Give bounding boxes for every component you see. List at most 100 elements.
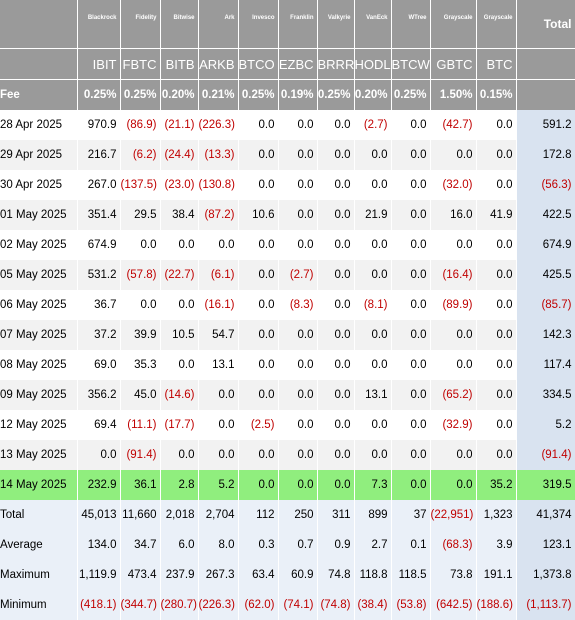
- value-cell: 334.5: [516, 380, 575, 410]
- value-cell: 0.0: [278, 110, 318, 140]
- value-cell: 0.0: [278, 200, 318, 230]
- value-cell: 0.0: [354, 260, 392, 290]
- fee-cell: 0.21%: [198, 79, 239, 110]
- provider-cell: Blackrock: [77, 0, 121, 49]
- value-cell: 45.0: [120, 380, 161, 410]
- summary-value-cell: 45,013: [77, 500, 121, 530]
- value-cell: 0.0: [278, 380, 318, 410]
- summary-value-cell: (68.3): [430, 530, 477, 560]
- value-cell: 0.0: [391, 200, 431, 230]
- value-cell: 0.0: [391, 440, 431, 470]
- summary-value-cell: 191.1: [476, 560, 517, 590]
- value-cell: 0.0: [160, 440, 199, 470]
- table-row: 08 May 2025 69.0 35.3 0.0 13.1 0.0 0.0 0.0 0.0 0.…: [0, 350, 575, 380]
- fee-cell: 0.25%: [238, 79, 279, 110]
- summary-value-cell: 134.0: [77, 530, 121, 560]
- summary-value-cell: 118.5: [391, 560, 431, 590]
- value-cell: (16.1): [198, 290, 239, 320]
- value-cell: (86.9): [120, 110, 161, 140]
- summary-value-cell: 1,323: [476, 500, 517, 530]
- value-cell: (226.3): [198, 110, 239, 140]
- summary-label: Average: [0, 530, 78, 560]
- summary-value-cell: (226.3): [198, 590, 239, 620]
- value-cell: 0.0: [120, 230, 161, 260]
- value-cell: 0.0: [238, 230, 279, 260]
- value-cell: 0.0: [238, 470, 279, 500]
- provider-cell: VanEck: [354, 0, 392, 49]
- summary-value-cell: 11,660: [120, 500, 161, 530]
- summary-value-cell: 2.7: [354, 530, 392, 560]
- date-cell: 29 Apr 2025: [0, 140, 78, 170]
- date-cell: 13 May 2025: [0, 440, 78, 470]
- value-cell: (16.4): [430, 260, 477, 290]
- date-cell: 14 May 2025: [0, 470, 78, 500]
- fee-cell: 0.25%: [77, 79, 121, 110]
- value-cell: 0.0: [317, 110, 355, 140]
- value-cell: 0.0: [278, 470, 318, 500]
- ticker-cell: GBTC: [430, 48, 477, 80]
- summary-value-cell: 3.9: [476, 530, 517, 560]
- summary-value-cell: (642.5): [430, 590, 477, 620]
- table-row: 29 Apr 2025 216.7 (6.2) (24.4) (13.3) 0.0 0.0 0…: [0, 140, 575, 170]
- fee-cell: 0.19%: [278, 79, 318, 110]
- fee-cell: 0.15%: [476, 79, 517, 110]
- summary-value-cell: (188.6): [476, 590, 517, 620]
- summary-value-cell: (62.0): [238, 590, 279, 620]
- value-cell: 0.0: [391, 260, 431, 290]
- value-cell: 5.2: [198, 470, 239, 500]
- date-cell: 28 Apr 2025: [0, 110, 78, 140]
- provider-cell: Ark: [198, 0, 239, 49]
- summary-value-cell: 2,018: [160, 500, 199, 530]
- value-cell: 0.0: [317, 440, 355, 470]
- table-row: 05 May 2025 531.2 (57.8) (22.7) (6.1) 0.0 (2.7…: [0, 260, 575, 290]
- summary-value-cell: 1,373.8: [516, 560, 575, 590]
- ticker-cell: ARKB: [198, 48, 239, 80]
- value-cell: 0.0: [317, 380, 355, 410]
- value-cell: 37.2: [77, 320, 121, 350]
- ticker-cell: BTCW: [391, 48, 431, 80]
- summary-value-cell: 237.9: [160, 560, 199, 590]
- value-cell: 0.0: [317, 290, 355, 320]
- value-cell: 0.0: [430, 470, 477, 500]
- summary-value-cell: (1,113.7): [516, 590, 575, 620]
- table-row: 28 Apr 2025 970.9 (86.9) (21.1) (226.3) 0.0 0.…: [0, 110, 575, 140]
- value-cell: 591.2: [516, 110, 575, 140]
- summary-label: Maximum: [0, 560, 78, 590]
- value-cell: 36.1: [120, 470, 161, 500]
- fee-cell: 0.25%: [391, 79, 431, 110]
- value-cell: (85.7): [516, 290, 575, 320]
- table-row: 14 May 2025 232.9 36.1 2.8 5.2 0.0 0.0 0.0 7.3 0.…: [0, 470, 575, 500]
- provider-cell: [0, 0, 78, 49]
- value-cell: 41.9: [476, 200, 517, 230]
- value-cell: 0.0: [317, 410, 355, 440]
- value-cell: (6.1): [198, 260, 239, 290]
- summary-value-cell: 250: [278, 500, 318, 530]
- value-cell: 13.1: [198, 350, 239, 380]
- provider-cell: Fidelity: [120, 0, 161, 49]
- value-cell: 0.0: [198, 230, 239, 260]
- value-cell: 0.0: [317, 200, 355, 230]
- value-cell: (6.2): [120, 140, 161, 170]
- value-cell: 422.5: [516, 200, 575, 230]
- value-cell: 0.0: [160, 290, 199, 320]
- date-cell: 30 Apr 2025: [0, 170, 78, 200]
- summary-value-cell: 0.9: [317, 530, 355, 560]
- value-cell: 172.8: [516, 140, 575, 170]
- value-cell: 16.0: [430, 200, 477, 230]
- summary-value-cell: (74.8): [317, 590, 355, 620]
- value-cell: (8.1): [354, 290, 392, 320]
- value-cell: (32.0): [430, 170, 477, 200]
- value-cell: (22.7): [160, 260, 199, 290]
- provider-header-row: Blackrock Fidelity Bitwise Ark Invesco Frankl…: [0, 0, 575, 49]
- value-cell: 0.0: [476, 410, 517, 440]
- value-cell: (13.3): [198, 140, 239, 170]
- value-cell: 5.2: [516, 410, 575, 440]
- summary-row: Maximum 1,119.9 473.4 237.9 267.3 63.4 60.9 74.…: [0, 560, 575, 590]
- table-row: 13 May 2025 0.0 (91.4) 0.0 0.0 0.0 0.0 0.0 0.0 0.…: [0, 440, 575, 470]
- value-cell: 0.0: [354, 320, 392, 350]
- summary-value-cell: 37: [391, 500, 431, 530]
- summary-value-cell: 41,374: [516, 500, 575, 530]
- value-cell: 0.0: [391, 140, 431, 170]
- value-cell: (91.4): [120, 440, 161, 470]
